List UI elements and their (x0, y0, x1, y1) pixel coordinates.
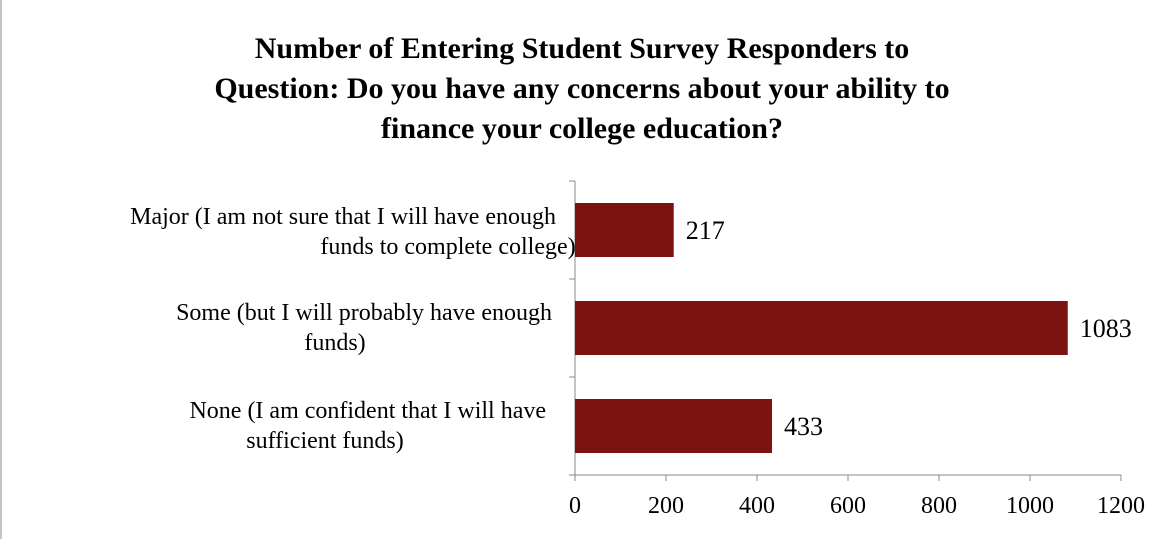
category-label-none-line-2: sufficient funds) (246, 428, 404, 454)
bar-major (575, 203, 674, 257)
category-label-major-line-2: funds to complete college) (320, 234, 575, 260)
chart-title-line-3: finance your college education? (381, 112, 783, 145)
data-label-some: 1083 (1080, 314, 1132, 343)
category-label-major-line-1: Major (I am not sure that I will have en… (130, 204, 556, 230)
x-tick-label: 200 (648, 493, 684, 519)
bar-none (575, 399, 773, 453)
category-label-none-line-1: None (I am confident that I will have (189, 398, 546, 424)
bar-some (575, 301, 1068, 355)
x-axis-ticks: 0 200 400 600 800 1000 1200 (569, 475, 1145, 519)
x-tick-label: 800 (921, 493, 957, 519)
x-tick-label: 400 (739, 493, 775, 519)
chart-title: Number of Entering Student Survey Respon… (214, 32, 949, 145)
y-axis-ticks (569, 180, 575, 476)
chart-title-line-2: Question: Do you have any concerns about… (214, 72, 949, 105)
x-tick-label: 1000 (1006, 493, 1054, 519)
x-tick-label: 1200 (1097, 493, 1145, 519)
bars (575, 203, 1068, 453)
data-label-major: 217 (686, 216, 725, 245)
category-labels: Major (I am not sure that I will have en… (130, 204, 576, 454)
x-tick-label: 0 (569, 493, 581, 519)
data-labels: 217 1083 433 (686, 216, 1132, 441)
x-tick-label: 600 (830, 493, 866, 519)
data-label-none: 433 (784, 412, 823, 441)
category-label-some-line-1: Some (but I will probably have enough (176, 300, 552, 326)
category-label-some-line-2: funds) (304, 330, 365, 356)
chart-title-line-1: Number of Entering Student Survey Respon… (255, 32, 909, 65)
